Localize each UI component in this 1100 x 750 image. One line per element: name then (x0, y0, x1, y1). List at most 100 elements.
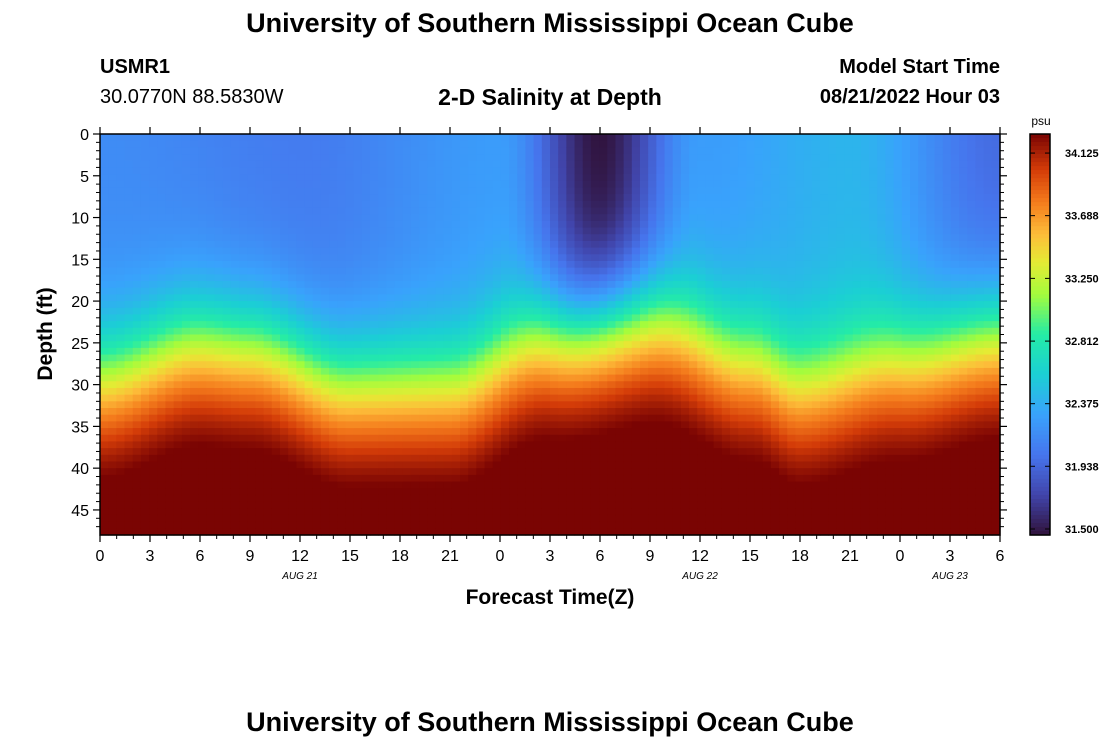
heatmap-cell (574, 387, 584, 396)
heatmap-cell (198, 528, 207, 536)
heatmap-cell (451, 421, 461, 429)
heatmap-cell (149, 134, 158, 142)
heatmap-cell (198, 254, 207, 262)
heatmap-cell (280, 488, 289, 496)
heatmap-cell (533, 421, 543, 429)
heatmap-cell (697, 448, 707, 456)
heatmap-cell (492, 528, 502, 536)
heatmap-cell (108, 354, 117, 362)
heatmap-cell (451, 528, 461, 536)
heatmap-cell (746, 454, 756, 463)
heatmap-cell (149, 334, 158, 342)
heatmap-cell (705, 441, 715, 449)
heatmap-cell (590, 448, 600, 456)
heatmap-cell (590, 361, 600, 369)
heatmap-cell (533, 167, 543, 175)
heatmap-cell (329, 321, 338, 329)
heatmap-cell (124, 367, 134, 376)
heatmap-cell (689, 287, 698, 295)
heatmap-cell (312, 200, 322, 209)
heatmap-cell (263, 401, 273, 409)
heatmap-cell (762, 454, 772, 463)
heatmap-cell (280, 281, 289, 289)
heatmap-cell (631, 521, 641, 529)
heatmap-cell (247, 428, 257, 436)
heatmap-cell (533, 468, 543, 476)
heatmap-cell (181, 454, 191, 463)
heatmap-cell (410, 294, 420, 302)
heatmap-cell (116, 254, 126, 262)
heatmap-cell (484, 508, 494, 516)
heatmap-cell (329, 220, 338, 229)
heatmap-cell (255, 214, 265, 222)
heatmap-cell (312, 441, 322, 449)
heatmap-cell (680, 474, 690, 483)
heatmap-cell (754, 361, 764, 369)
heatmap-cell (394, 314, 404, 322)
heatmap-cell (312, 514, 322, 523)
heatmap-cell (410, 514, 420, 523)
heatmap-cell (370, 281, 379, 289)
heatmap-cell (165, 160, 175, 169)
heatmap-cell (132, 254, 142, 262)
heatmap-cell (484, 314, 494, 322)
heatmap-cell (181, 521, 191, 529)
heatmap-cell (460, 521, 469, 529)
heatmap-cell (149, 301, 158, 309)
heatmap-cell (402, 434, 412, 443)
heatmap-cell (410, 147, 420, 155)
heatmap-cell (435, 167, 445, 175)
heatmap-cell (566, 488, 576, 496)
heatmap-cell (353, 194, 363, 202)
heatmap-cell (386, 434, 396, 443)
heatmap-cell (590, 421, 600, 429)
heatmap-cell (762, 140, 772, 148)
heatmap-cell (762, 488, 772, 496)
heatmap-cell (181, 180, 191, 189)
heatmap-cell (476, 207, 486, 215)
heatmap-cell (149, 347, 158, 356)
heatmap-cell (361, 267, 371, 275)
heatmap-cell (476, 174, 486, 182)
heatmap-cell (500, 354, 510, 362)
heatmap-cell (680, 514, 690, 523)
heatmap-cell (370, 327, 379, 336)
heatmap-cell (705, 374, 715, 382)
heatmap-cell (296, 194, 306, 202)
heatmap-cell (149, 387, 158, 396)
heatmap-cell (590, 274, 600, 282)
heatmap-cell (656, 508, 666, 516)
heatmap-cell (214, 508, 224, 516)
heatmap-cell (206, 147, 216, 155)
heatmap-cell (280, 354, 289, 362)
heatmap-cell (149, 254, 158, 262)
heatmap-cell (345, 160, 355, 169)
heatmap-cell (263, 321, 273, 329)
heatmap-cell (656, 301, 666, 309)
heatmap-cell (623, 334, 633, 342)
heatmap-cell (615, 508, 625, 516)
heatmap-cell (198, 247, 207, 255)
heatmap-cell (410, 367, 420, 376)
heatmap-cell (460, 488, 469, 496)
heatmap-cell (435, 234, 445, 242)
heatmap-cell (541, 180, 551, 189)
heatmap-cell (239, 434, 248, 443)
heatmap-cell (468, 474, 477, 483)
heatmap-cell (419, 234, 428, 242)
heatmap-cell (402, 254, 412, 262)
heatmap-cell (247, 347, 257, 356)
heatmap-cell (631, 401, 641, 409)
heatmap-cell (190, 434, 199, 443)
heatmap-cell (263, 294, 273, 302)
heatmap-cell (435, 374, 445, 382)
heatmap-cell (402, 481, 412, 489)
heatmap-cell (558, 441, 567, 449)
heatmap-cell (713, 454, 723, 463)
heatmap-cell (108, 147, 117, 155)
heatmap-cell (517, 247, 527, 255)
heatmap-cell (550, 414, 559, 422)
heatmap-cell (157, 174, 167, 182)
heatmap-cell (582, 387, 592, 396)
heatmap-cell (271, 207, 281, 215)
